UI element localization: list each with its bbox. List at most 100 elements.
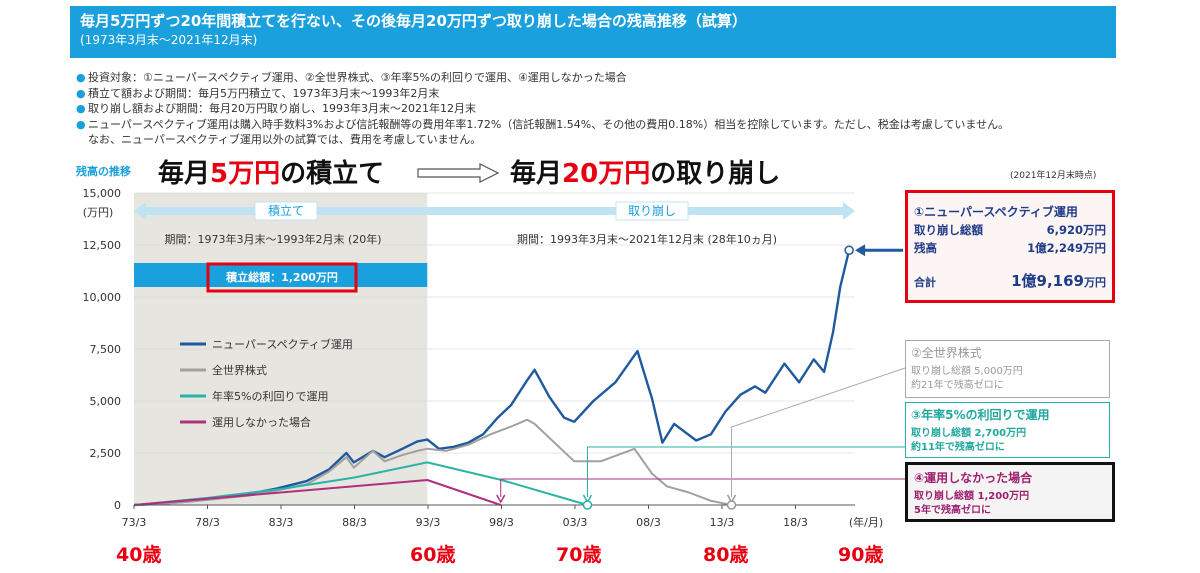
box-total-value: 1億9,169 xyxy=(1011,272,1084,290)
legend-label: 年率5%の利回りで運用 xyxy=(212,389,328,403)
headline-right: 毎月20万円の取り崩し xyxy=(510,153,780,190)
y-tick-label: 12,500 xyxy=(83,239,122,252)
withdrawal-period: 期間：1993年3月末〜2021年12月末 (28年10ヵ月) xyxy=(517,232,777,246)
x-tick-label: 03/3 xyxy=(563,516,588,529)
page-title: 毎月5万円ずつ20年間積立てを行ない、その後毎月20万円ずつ取り崩した場合の残高… xyxy=(80,12,747,30)
legend-label: 運用しなかった場合 xyxy=(212,415,311,429)
x-tick-label: 13/3 xyxy=(710,516,735,529)
note-continuation: なお、ニューパースペクティブ運用以外の試算では、費用を考慮していません。 xyxy=(88,133,482,146)
phase-banner xyxy=(142,207,847,215)
result-box-world-stocks: ②全世界株式 取り崩し総額 5,000万円 約21年で残高ゼロに xyxy=(905,340,1110,398)
withdrawal-label: 取り崩し xyxy=(628,204,676,218)
note-item: ● 取り崩し額および期間：毎月20万円取り崩し、1993年3月末〜2021年12月… xyxy=(76,101,1136,117)
box-line: 取り崩し総額 2,700万円 xyxy=(911,428,1027,439)
note-item: ● 積立て額および期間：毎月5万円積立て、1973年3月末〜1993年2月末 xyxy=(76,86,1136,102)
y-axis-unit: (万円) xyxy=(83,206,114,219)
box-title: ③年率5%の利回りで運用 xyxy=(911,408,1050,422)
bullet-icon: ● xyxy=(76,102,86,115)
as-of-date: (2021年12月末時点) xyxy=(1010,171,1097,181)
accumulation-total-highlight xyxy=(206,262,358,293)
x-tick-label: 18/3 xyxy=(783,516,808,529)
box-row: 取り崩し総額 6,920万円 xyxy=(914,222,1106,238)
legend-label: 全世界株式 xyxy=(212,363,267,377)
notes: ● 投資対象：①ニューパースペクティブ運用、②全世界株式、③年率5%の利回りで運用… xyxy=(76,70,1136,148)
withdrawal-tag xyxy=(615,201,689,221)
x-tick-label: 73/3 xyxy=(122,516,147,529)
accumulation-label: 積立て xyxy=(268,203,304,218)
result-box-new-perspective: ①ニューパースペクティブ運用 取り崩し総額 6,920万円 残高 1億2,249万円… xyxy=(905,190,1115,303)
accumulation-tag xyxy=(254,201,318,221)
y-tick-label: 2,500 xyxy=(90,447,122,460)
balance-caption: 残高の推移 xyxy=(76,165,131,178)
x-tick-label: 08/3 xyxy=(636,516,661,529)
series-line-none xyxy=(133,479,502,506)
bullet-icon: ● xyxy=(76,86,86,100)
y-tick-label: 7,500 xyxy=(90,343,122,356)
note-text: ニューパースペクティブ運用は購入時手数料3%および信託報酬等の費用年率1.72%… xyxy=(88,117,1010,131)
headline-left-post: の積立て xyxy=(280,159,385,189)
accumulation-total-band xyxy=(134,263,428,287)
chart-axes: 0 2,500 5,000 7,500 10,000 12,500 15,000 (万円) 73… xyxy=(83,187,884,529)
box-row-value: 1億2,249万円 xyxy=(1027,241,1106,255)
y-tick-label: 15,000 xyxy=(83,187,122,200)
box-row-label: 取り崩し総額 xyxy=(914,223,983,237)
headline-right-pre: 毎月 xyxy=(510,159,563,189)
age-label: 40歳 xyxy=(116,544,162,566)
y-tick-label: 10,000 xyxy=(83,291,122,304)
marker-five-end xyxy=(582,500,593,510)
y-tick-label: 0 xyxy=(114,499,121,512)
box-line: 5年で残高ゼロに xyxy=(914,505,991,516)
callout-arrowhead-icon xyxy=(855,244,866,257)
box-row-value: 6,920万円 xyxy=(1046,223,1106,237)
transition-arrow-icon xyxy=(417,163,500,183)
x-tick-label: 98/3 xyxy=(489,516,514,529)
legend-label: ニューパースペクティブ運用 xyxy=(212,337,353,351)
result-box-no-investment: ④運用しなかった場合 取り崩し総額 1,200万円 5年で残高ゼロに xyxy=(905,462,1115,522)
headline-right-amount: 20万円 xyxy=(562,159,651,189)
x-tick-label: 83/3 xyxy=(269,516,294,529)
title-bar: 毎月5万円ずつ20年間積立てを行ない、その後毎月20万円ずつ取り崩した場合の残高… xyxy=(70,6,1116,58)
box-line: 約21年で残高ゼロに xyxy=(911,380,1004,391)
accumulation-total: 積立総額：1,200万円 xyxy=(225,270,338,284)
series-line-np xyxy=(133,249,851,507)
x-tick-label: 93/3 xyxy=(416,516,441,529)
age-label: 80歳 xyxy=(703,544,749,566)
marker-none-arrow xyxy=(496,494,506,504)
result-box-five-percent: ③年率5%の利回りで運用 取り崩し総額 2,700万円 約11年で残高ゼロに xyxy=(905,402,1110,458)
note-text: 投資対象：①ニューパースペクティブ運用、②全世界株式、③年率5%の利回りで運用、… xyxy=(88,71,627,84)
chart-series xyxy=(133,249,851,507)
age-label: 90歳 xyxy=(838,544,884,566)
box-total-unit: 万円 xyxy=(1084,276,1106,289)
box-total: 合計 1億9,169万円 xyxy=(914,270,1106,291)
bullet-icon: ● xyxy=(76,71,86,84)
age-label: 70歳 xyxy=(556,544,602,566)
headline-left-amount: 5万円 xyxy=(210,159,281,189)
box-title: ②全世界株式 xyxy=(911,346,982,360)
note-text: 積立て額および期間：毎月5万円積立て、1973年3月末〜1993年2月末 xyxy=(88,86,440,100)
page-subtitle: (1973年3月末〜2021年12月末) xyxy=(80,33,258,47)
headline-left: 毎月5万円の積立て xyxy=(158,153,384,190)
box-total-label: 合計 xyxy=(914,276,936,289)
age-label: 60歳 xyxy=(410,544,456,566)
box-line: 約11年で残高ゼロに xyxy=(911,442,1005,453)
x-axis-unit: (年/月) xyxy=(849,515,883,529)
marker-world-end xyxy=(726,500,737,510)
callout-line-five xyxy=(586,446,905,497)
right-arrowhead-icon xyxy=(843,202,855,220)
note-text: 取り崩し額および期間：毎月20万円取り崩し、1993年3月末〜2021年12月末 xyxy=(88,102,476,115)
y-tick-label: 5,000 xyxy=(90,395,122,408)
headline-right-post: の取り崩し xyxy=(650,159,781,189)
box-title: ④運用しなかった場合 xyxy=(914,471,1033,485)
marker-np-end xyxy=(844,245,854,255)
bullet-icon: ● xyxy=(76,117,86,131)
box-title: ①ニューパースペクティブ運用 xyxy=(914,205,1078,219)
headline-left-pre: 毎月 xyxy=(158,159,211,189)
box-line: 取り崩し総額 1,200万円 xyxy=(914,491,1030,502)
chart-callouts xyxy=(496,244,906,510)
note-item: ● 投資対象：①ニューパースペクティブ運用、②全世界株式、③年率5%の利回りで運用… xyxy=(76,70,1136,86)
note-item: ● ニューパースペクティブ運用は購入時手数料3%および信託報酬等の費用年率1.72… xyxy=(76,117,1136,133)
